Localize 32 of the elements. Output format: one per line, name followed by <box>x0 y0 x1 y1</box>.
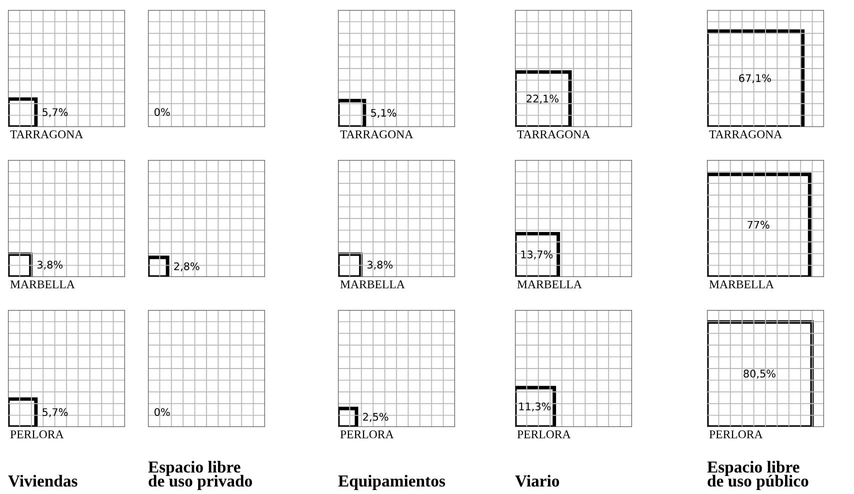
category-label: TARRAGONA <box>517 130 590 138</box>
category-label: MARBELLA <box>709 280 774 288</box>
category-label: PERLORA <box>709 430 763 438</box>
data-label: 11,3% <box>519 402 551 412</box>
data-label: 22,1% <box>526 94 558 104</box>
text: Viario <box>515 474 560 487</box>
category-label: MARBELLA <box>517 280 582 288</box>
data-label: 2,5% <box>363 412 388 422</box>
data-label: 0% <box>154 108 170 116</box>
data-label: 0% <box>154 408 170 416</box>
category-label: PERLORA <box>340 430 394 438</box>
text: Espacio libre de uso privado <box>148 460 252 490</box>
data-label: 5,1% <box>371 108 396 118</box>
data-label: 77% <box>748 220 770 229</box>
data-label: 2,8% <box>174 262 200 272</box>
text: Viviendas <box>8 474 78 487</box>
data-label: 3,8% <box>37 260 63 270</box>
category-label: TARRAGONA <box>10 130 84 138</box>
category-label: TARRAGONA <box>340 130 414 138</box>
data-label: 80,5% <box>744 370 776 379</box>
category-label: MARBELLA <box>10 280 75 288</box>
category-label: TARRAGONA <box>709 130 782 138</box>
category-label: MARBELLA <box>340 280 405 288</box>
text: Espacio libre de uso público <box>707 460 808 490</box>
data-label: 5,7% <box>42 108 68 118</box>
data-label: 13,7% <box>521 250 553 260</box>
category-label: PERLORA <box>517 430 571 438</box>
text: Equipamientos <box>338 474 446 490</box>
data-label: 67,1% <box>739 74 771 84</box>
data-label: 3,8% <box>367 260 393 270</box>
data-label: 5,7% <box>42 408 68 418</box>
category-label: PERLORA <box>10 430 64 438</box>
